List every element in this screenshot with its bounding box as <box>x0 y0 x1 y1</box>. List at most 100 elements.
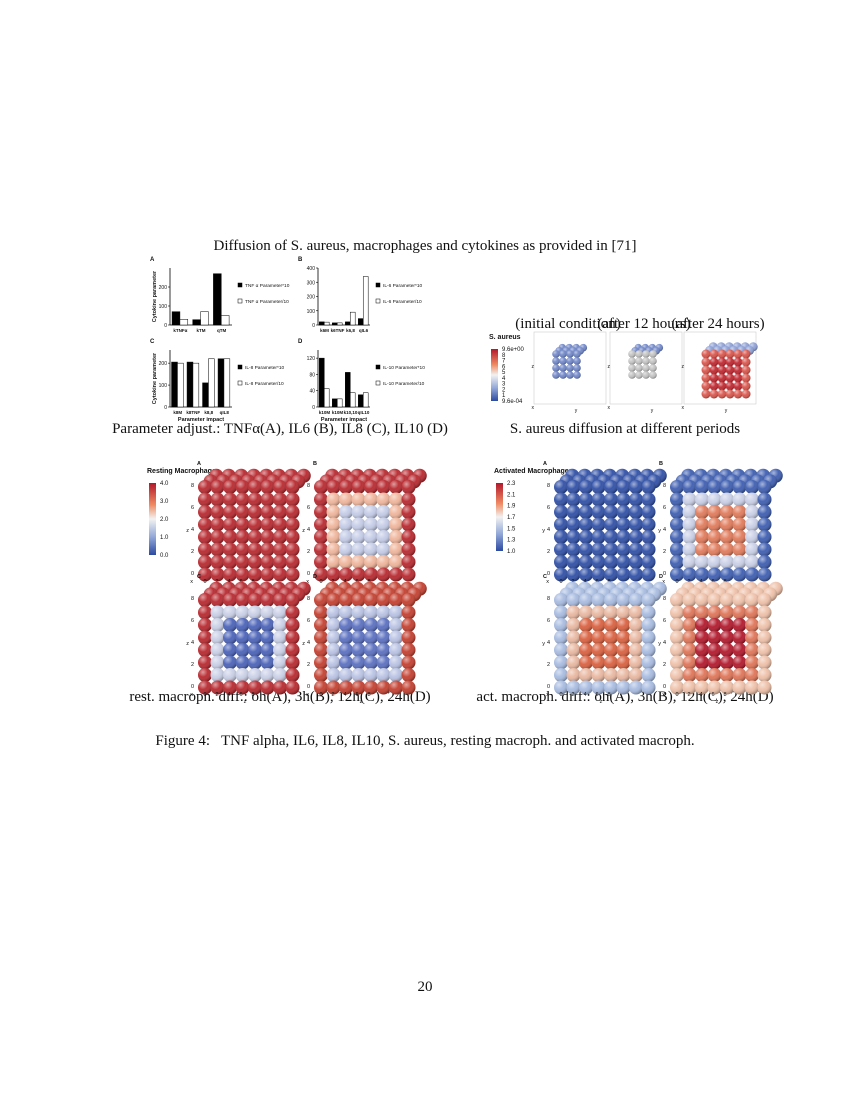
sphere-shade <box>554 517 568 532</box>
sphere-shade <box>273 505 287 519</box>
sphere-shade <box>339 668 353 682</box>
sphere-shade <box>725 381 735 391</box>
label: z <box>244 699 247 705</box>
bar <box>349 311 356 326</box>
sphere-shade <box>364 517 378 532</box>
sphere-shade <box>260 542 275 557</box>
label: 2 <box>571 692 574 698</box>
label: 6 <box>547 505 550 511</box>
label: 6 <box>239 692 242 698</box>
sphere-shade <box>198 567 212 582</box>
sphere-shade <box>757 567 772 582</box>
label: IL-10 Parameter/10 <box>383 381 425 387</box>
sphere-shade <box>732 680 747 695</box>
sphere-shade <box>629 605 643 620</box>
sphere-shade <box>670 618 684 632</box>
sphere-shade <box>376 630 391 645</box>
sphere-shade <box>554 668 568 682</box>
sphere-shade <box>223 542 237 557</box>
sphere-shade <box>604 555 618 569</box>
label: 8 <box>307 596 310 602</box>
sphere-shade <box>339 655 353 670</box>
sphere-shade <box>745 643 759 657</box>
sphere-shade <box>401 530 416 544</box>
sphere-shade <box>389 593 403 607</box>
sphere-shade <box>591 555 606 569</box>
sphere-shade <box>376 680 391 695</box>
colorbar <box>491 349 498 401</box>
sphere-shade <box>260 605 275 620</box>
sphere-shade <box>566 655 581 670</box>
sphere-shade <box>757 492 772 507</box>
sphere-shade <box>389 517 403 532</box>
sphere-shade <box>248 668 262 682</box>
label: 2 <box>215 692 218 698</box>
sphere-shade <box>629 555 643 569</box>
label: 0 <box>307 571 310 577</box>
sphere-shade <box>273 655 287 670</box>
label: x <box>190 579 193 585</box>
sphere-shade <box>701 389 711 399</box>
label: 6 <box>355 692 358 698</box>
label: k8TNF <box>186 410 200 415</box>
sphere-shade <box>552 364 560 372</box>
sphere-shade <box>591 605 606 620</box>
sphere-shade <box>248 630 262 645</box>
sphere-shade <box>260 630 275 645</box>
label: 0 <box>663 571 666 577</box>
label: 100 <box>159 304 168 310</box>
sphere-shade <box>720 680 734 695</box>
sphere-shade <box>351 655 366 670</box>
sphere-shade <box>314 530 328 544</box>
sphere-shade <box>757 555 772 569</box>
caption: S. aureus diffusion at different periods <box>510 421 740 437</box>
sphere-shade <box>707 530 722 544</box>
sphere-shade <box>248 505 262 519</box>
sphere-shade <box>566 555 581 569</box>
sphere-shade <box>198 655 212 670</box>
sphere-shade <box>649 371 657 379</box>
bar <box>358 394 364 408</box>
sphere-shade <box>566 643 581 657</box>
sphere-shade <box>235 492 250 507</box>
bar <box>332 398 338 408</box>
sphere-shade <box>635 357 643 365</box>
sphere-shade <box>670 542 684 557</box>
sphere-shade <box>389 542 403 557</box>
label: y <box>651 408 654 414</box>
sphere-shade <box>248 530 262 544</box>
sphere-shade <box>198 542 212 557</box>
label: S. aureus <box>489 334 521 341</box>
bar <box>171 311 181 326</box>
sphere-shade <box>314 542 328 557</box>
sphere-shade <box>709 349 719 359</box>
sphere-shade <box>745 593 759 607</box>
label: IL-6 Parameter*10 <box>383 283 423 289</box>
sphere-shade <box>717 373 727 383</box>
sphere-shade <box>285 618 300 632</box>
label: z <box>302 641 305 647</box>
sphere-shade <box>389 555 403 569</box>
label: C <box>150 339 155 345</box>
sphere-shade <box>260 517 275 532</box>
bar <box>362 392 369 408</box>
sphere-shade <box>641 567 656 582</box>
sphere-shade <box>641 630 656 645</box>
sphere-shade <box>641 480 656 494</box>
sphere-shade <box>326 505 341 519</box>
sphere-shade <box>707 680 722 695</box>
sphere-shade <box>701 373 711 383</box>
sphere-shade <box>745 480 759 494</box>
sphere-shade <box>709 381 719 391</box>
sphere-shade <box>235 605 250 620</box>
sphere-shade <box>273 630 287 645</box>
sphere-shade <box>757 542 772 557</box>
sphere-shade <box>707 593 722 607</box>
sphere-shade <box>248 567 262 582</box>
sphere-shade <box>364 480 378 494</box>
sphere-shade <box>757 630 772 645</box>
sphere-shade <box>559 364 567 372</box>
sphere-shade <box>223 567 237 582</box>
sphere-shade <box>326 680 341 695</box>
label: k6,8 <box>346 328 355 333</box>
